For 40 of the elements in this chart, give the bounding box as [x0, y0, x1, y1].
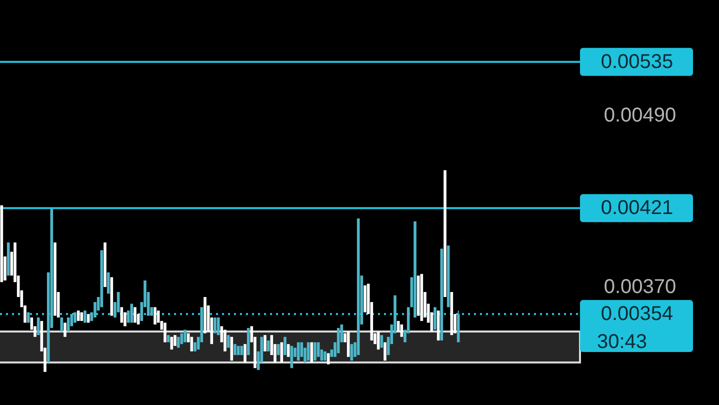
candlestick — [436, 310, 440, 340]
candlestick — [104, 242, 106, 288]
candlestick — [284, 336, 286, 356]
candlestick — [444, 170, 446, 298]
candlestick — [174, 335, 176, 346]
candlestick — [224, 330, 226, 352]
candlestick — [400, 324, 404, 337]
candlestick — [326, 353, 330, 364]
candlestick — [244, 344, 246, 362]
candlestick — [154, 307, 156, 324]
candlestick — [184, 330, 186, 342]
candlestick — [134, 307, 136, 323]
y-tick-label: 0.00490 — [604, 104, 676, 126]
candlestick — [266, 340, 270, 352]
ref-line-label: 0.00421 — [600, 197, 674, 220]
candlestick — [264, 335, 266, 352]
candlestick — [456, 310, 460, 342]
candlestick — [314, 342, 316, 361]
text: 30:43 — [597, 331, 648, 354]
candlestick — [76, 310, 80, 321]
candlestick — [74, 312, 76, 323]
candlestick — [190, 336, 194, 352]
candlestick — [214, 317, 216, 334]
candlestick — [414, 221, 416, 318]
candlestick — [54, 242, 56, 316]
candlestick — [384, 342, 386, 361]
candlestick — [64, 322, 66, 337]
candlestick — [346, 332, 350, 357]
candlestick — [324, 351, 326, 361]
candlestick — [204, 297, 206, 334]
candlestick — [286, 344, 290, 357]
ref-line-label: 0.00535 — [600, 50, 674, 73]
candlestick — [234, 344, 236, 356]
candlestick — [84, 310, 86, 323]
candlestick — [166, 335, 170, 342]
candlestick — [364, 285, 366, 312]
y-tick-label: 0.00370 — [604, 276, 676, 298]
candlestick — [434, 307, 436, 330]
candlestick — [164, 322, 166, 342]
ref-line-label: 0.00354 — [600, 303, 674, 326]
